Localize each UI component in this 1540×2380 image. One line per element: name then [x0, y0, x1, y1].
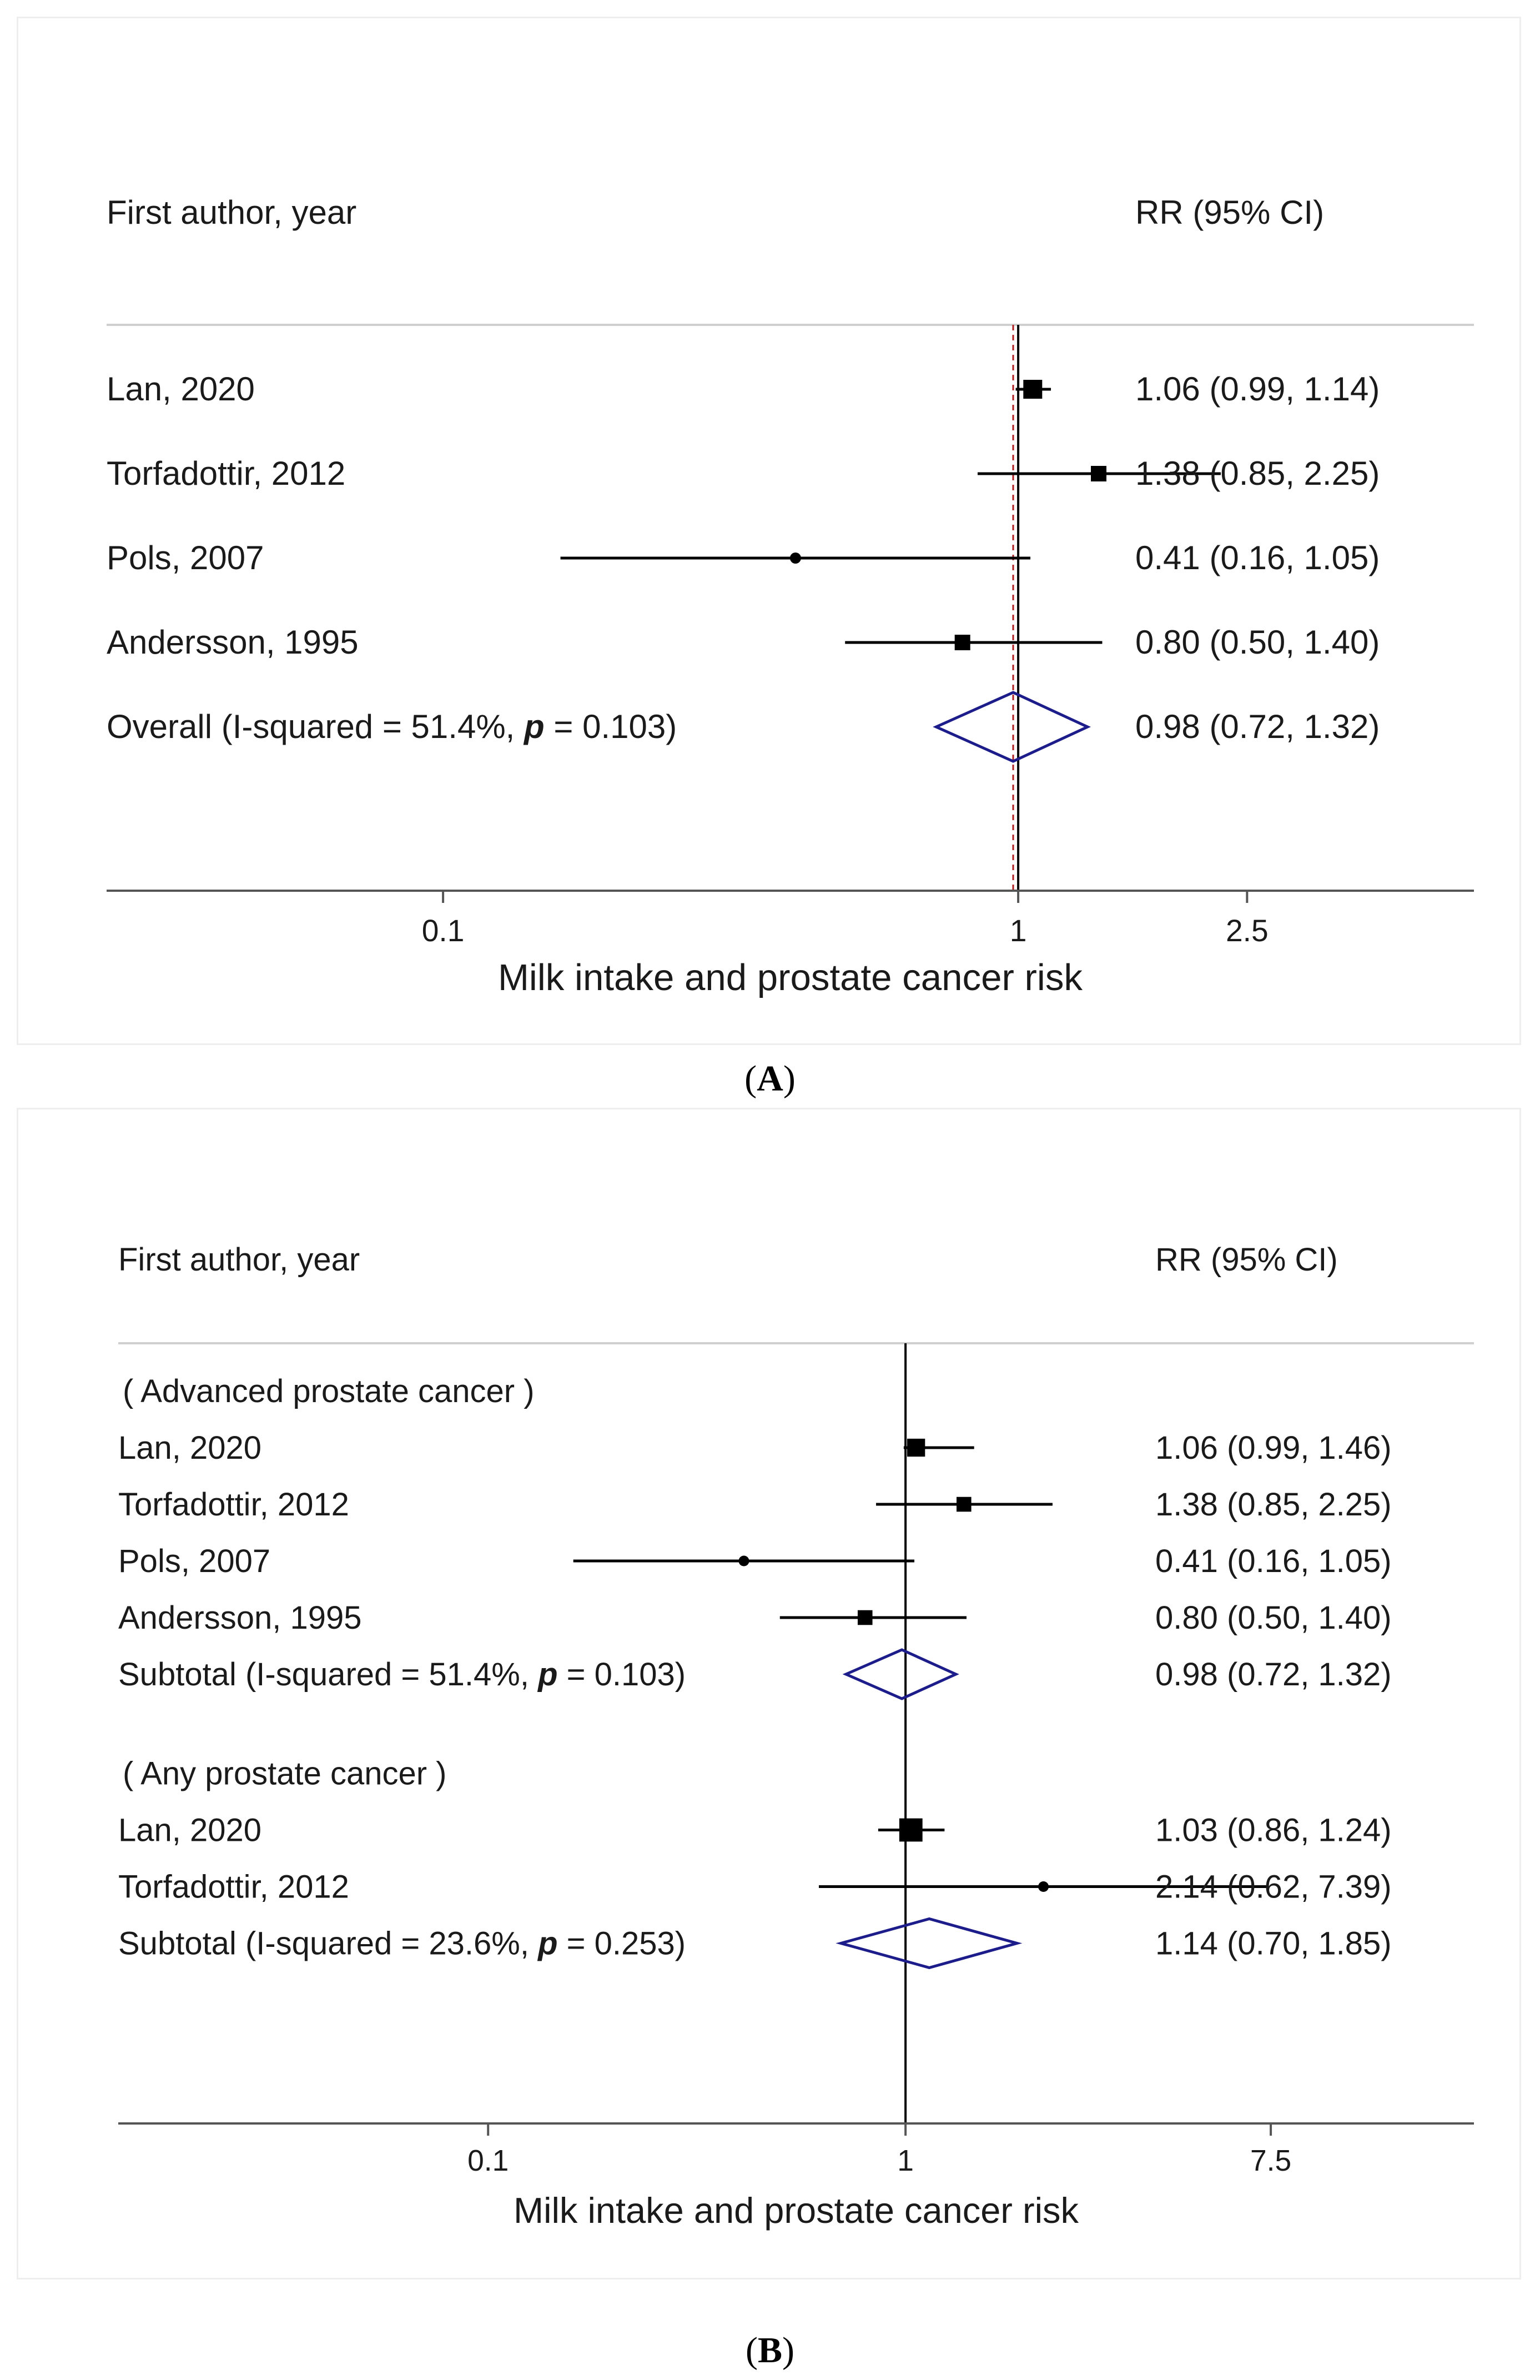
header-left: First author, year [118, 1242, 360, 1278]
pooled-label-suffix: = 0.103) [545, 708, 677, 745]
x-axis-title: Milk intake and prostate cancer risk [498, 957, 1083, 998]
pooled-estimate-diamond [936, 692, 1088, 761]
point-estimate-dot [1038, 1881, 1049, 1892]
p-value-symbol: p [537, 1656, 557, 1693]
pooled-estimate-diamond [846, 1650, 956, 1699]
x-axis-tick-label: 7.5 [1250, 2145, 1291, 2177]
x-axis-title: Milk intake and prostate cancer risk [514, 2190, 1079, 2231]
caption-open-paren: ( [744, 1058, 757, 1099]
caption-open-paren: ( [746, 2330, 758, 2371]
header-right: RR (95% CI) [1135, 194, 1324, 231]
pooled-estimate-label: Subtotal (I-squared = 23.6%, p = 0.253) [118, 1926, 686, 1962]
point-estimate-square [957, 1497, 972, 1512]
point-estimate-dot [790, 553, 801, 564]
pooled-rr-ci-value: 0.98 (0.72, 1.32) [1155, 1656, 1392, 1693]
pooled-rr-ci-value: 0.98 (0.72, 1.32) [1135, 708, 1380, 745]
rr-ci-value: 2.14 (0.62, 7.39) [1155, 1869, 1392, 1905]
forest-plot-a-svg: First author, year RR (95% CI) Lan, 2020 1.… [18, 18, 1519, 1043]
pooled-estimate-diamond [841, 1919, 1017, 1968]
x-axis-tick-label: 1 [1010, 913, 1027, 948]
study-label: Torfadottir, 2012 [118, 1869, 349, 1905]
header-left: First author, year [107, 194, 356, 231]
p-value-symbol: p [537, 1926, 557, 1962]
rr-ci-value: 0.80 (0.50, 1.40) [1135, 624, 1380, 661]
point-estimate-square [955, 635, 970, 650]
study-label: Andersson, 1995 [118, 1600, 362, 1636]
caption-close-paren: ) [782, 2330, 794, 2371]
x-axis-tick-label: 1 [897, 2145, 914, 2177]
point-estimate-square [899, 1819, 923, 1842]
pooled-label-prefix: Subtotal (I-squared = 51.4%, [118, 1656, 538, 1693]
panel-b-caption: (B) [0, 2329, 1540, 2372]
study-label: Andersson, 1995 [107, 624, 359, 661]
point-estimate-square [907, 1439, 925, 1457]
study-label: Lan, 2020 [118, 1812, 261, 1849]
caption-letter-a: A [757, 1058, 783, 1099]
point-estimate-square [1091, 466, 1106, 481]
rr-ci-value: 1.03 (0.86, 1.24) [1155, 1812, 1392, 1849]
study-label: Pols, 2007 [118, 1543, 270, 1579]
rr-ci-value: 1.06 (0.99, 1.14) [1135, 370, 1380, 408]
caption-letter-b: B [758, 2330, 782, 2371]
point-estimate-square [858, 1610, 873, 1625]
study-label: Lan, 2020 [118, 1430, 261, 1466]
point-estimate-dot [738, 1556, 749, 1566]
pooled-label-prefix: Overall (I-squared = 51.4%, [107, 708, 524, 745]
x-axis-tick-label: 2.5 [1226, 913, 1269, 948]
rr-ci-value: 1.38 (0.85, 2.25) [1135, 455, 1380, 492]
panel-a-caption: (A) [0, 1058, 1540, 1100]
caption-close-paren: ) [783, 1058, 796, 1099]
forest-plot-b-svg: First author, year RR (95% CI) ( Advanced … [18, 1109, 1519, 2278]
pooled-estimate-label: Overall (I-squared = 51.4%, p = 0.103) [107, 708, 677, 745]
x-axis-tick-label: 0.1 [467, 2145, 509, 2177]
pooled-label-suffix: = 0.103) [558, 1656, 686, 1693]
study-label: Torfadottir, 2012 [107, 455, 345, 492]
pooled-rr-ci-value: 1.14 (0.70, 1.85) [1155, 1926, 1392, 1962]
point-estimate-square [1023, 380, 1042, 399]
rr-ci-value: 0.41 (0.16, 1.05) [1155, 1543, 1392, 1579]
rr-ci-value: 1.38 (0.85, 2.25) [1155, 1487, 1392, 1523]
pooled-label-prefix: Subtotal (I-squared = 23.6%, [118, 1926, 538, 1962]
pooled-label-suffix: = 0.253) [558, 1926, 686, 1962]
forest-plot-panel-b: First author, year RR (95% CI) ( Advanced … [17, 1108, 1521, 2279]
rr-ci-value: 0.80 (0.50, 1.40) [1155, 1600, 1392, 1636]
subgroup-label: ( Any prostate cancer ) [123, 1756, 446, 1792]
rr-ci-value: 1.06 (0.99, 1.46) [1155, 1430, 1392, 1466]
study-label: Lan, 2020 [107, 370, 255, 408]
rr-ci-value: 0.41 (0.16, 1.05) [1135, 539, 1380, 576]
x-axis-tick-label: 0.1 [422, 913, 465, 948]
forest-plot-panel-a: First author, year RR (95% CI) Lan, 2020 1.… [17, 17, 1521, 1045]
pooled-estimate-label: Subtotal (I-squared = 51.4%, p = 0.103) [118, 1656, 686, 1693]
study-label: Torfadottir, 2012 [118, 1487, 349, 1523]
header-right: RR (95% CI) [1155, 1242, 1338, 1278]
p-value-symbol: p [523, 708, 545, 745]
study-label: Pols, 2007 [107, 539, 264, 576]
subgroup-label: ( Advanced prostate cancer ) [123, 1373, 535, 1409]
